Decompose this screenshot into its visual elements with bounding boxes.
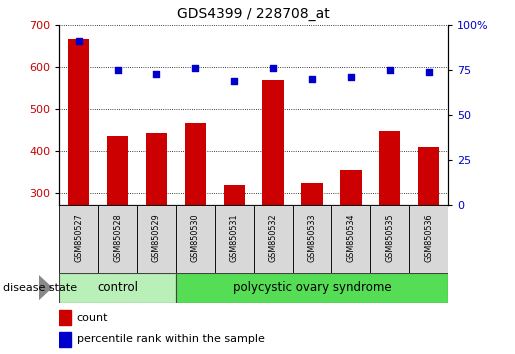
Text: GSM850535: GSM850535 [385, 213, 394, 262]
Point [424, 69, 433, 75]
Text: GSM850527: GSM850527 [74, 213, 83, 262]
Bar [253, 205, 293, 273]
Bar [409, 205, 448, 273]
Text: count: count [77, 313, 108, 323]
Text: disease state: disease state [3, 282, 77, 293]
Bar [59, 273, 176, 303]
Point [75, 38, 83, 44]
Bar [59, 205, 98, 273]
Bar [332, 205, 370, 273]
Text: GSM850532: GSM850532 [269, 213, 278, 262]
Bar [68, 40, 90, 205]
Bar [107, 136, 128, 205]
Bar [215, 205, 253, 273]
Text: control: control [97, 281, 138, 294]
Text: percentile rank within the sample: percentile rank within the sample [77, 334, 265, 344]
Point [152, 71, 161, 76]
Bar [370, 205, 409, 273]
Point [113, 67, 122, 73]
Text: GSM850533: GSM850533 [307, 213, 316, 262]
Text: GSM850528: GSM850528 [113, 213, 122, 262]
Bar [98, 205, 137, 273]
Bar [184, 124, 206, 205]
Bar [224, 185, 245, 205]
Bar [301, 183, 323, 205]
Text: GSM850531: GSM850531 [230, 213, 238, 262]
Point [347, 74, 355, 80]
Bar [340, 170, 362, 205]
Bar [59, 310, 71, 325]
Title: GDS4399 / 228708_at: GDS4399 / 228708_at [177, 7, 330, 21]
Text: GSM850530: GSM850530 [191, 213, 200, 262]
Text: polycystic ovary syndrome: polycystic ovary syndrome [233, 281, 391, 294]
Bar [293, 205, 332, 273]
Polygon shape [39, 276, 52, 299]
Text: GSM850534: GSM850534 [347, 213, 355, 262]
Bar [379, 131, 401, 205]
Point [191, 65, 199, 71]
Point [386, 67, 394, 73]
Point [269, 65, 277, 71]
Bar [137, 205, 176, 273]
Text: GSM850536: GSM850536 [424, 213, 433, 262]
Bar [176, 273, 448, 303]
Point [230, 78, 238, 84]
Text: GSM850529: GSM850529 [152, 213, 161, 262]
Bar [146, 133, 167, 205]
Bar [418, 147, 439, 205]
Point [308, 76, 316, 82]
Bar [176, 205, 215, 273]
Bar [59, 332, 71, 347]
Bar [262, 80, 284, 205]
